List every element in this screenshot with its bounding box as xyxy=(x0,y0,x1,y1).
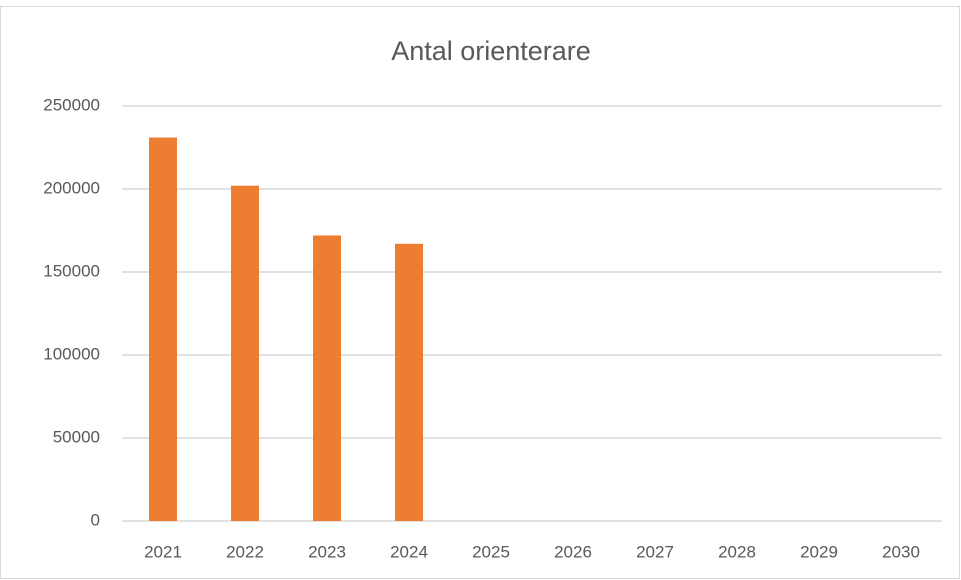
bar xyxy=(149,137,177,522)
x-tick-label: 2028 xyxy=(718,542,756,561)
bar xyxy=(313,235,341,522)
x-tick-label: 2030 xyxy=(882,542,920,561)
y-tick-label: 100000 xyxy=(43,344,100,363)
x-tick-label: 2022 xyxy=(226,542,264,561)
x-tick-label: 2024 xyxy=(390,542,428,561)
bar xyxy=(231,185,259,521)
y-tick-label: 250000 xyxy=(43,95,100,114)
chart-title: Antal orienterare xyxy=(391,36,591,66)
x-tick-label: 2023 xyxy=(308,542,346,561)
x-tick-label: 2021 xyxy=(144,542,182,561)
y-tick-label: 50000 xyxy=(53,427,100,446)
x-tick-label: 2025 xyxy=(472,542,510,561)
x-tick-label: 2029 xyxy=(800,542,838,561)
y-tick-label: 200000 xyxy=(43,178,100,197)
chart-frame xyxy=(0,6,960,579)
y-tick-label: 0 xyxy=(91,510,100,529)
x-tick-label: 2027 xyxy=(636,542,674,561)
bar xyxy=(395,243,423,521)
x-tick-label: 2026 xyxy=(554,542,592,561)
y-tick-label: 150000 xyxy=(43,261,100,280)
